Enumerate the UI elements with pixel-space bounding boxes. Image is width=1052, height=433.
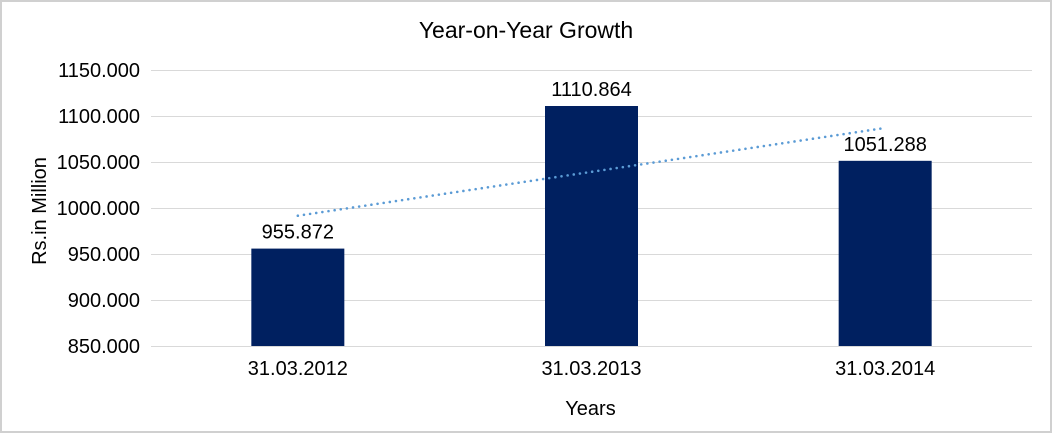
- y-tick-label: 1000.000: [57, 198, 140, 220]
- bar: [545, 106, 638, 346]
- y-tick-label: 1100.000: [58, 106, 140, 128]
- bar-data-label: 1110.864: [551, 79, 631, 101]
- y-tick-label: 1150.000: [58, 60, 140, 82]
- x-tick-label: 31.03.2013: [541, 358, 641, 380]
- bar: [251, 248, 345, 346]
- y-tick-label: 1050.000: [57, 152, 140, 174]
- bar: [838, 160, 932, 346]
- trendline: [296, 126, 887, 217]
- bar-data-label: 1051.288: [843, 134, 926, 156]
- x-axis-title: Years: [565, 398, 616, 420]
- y-tick-label: 900.000: [68, 290, 140, 312]
- x-tick-label: 31.03.2014: [835, 358, 935, 380]
- chart-title: Year-on-Year Growth: [418, 17, 634, 43]
- y-tick-label: 950.000: [68, 244, 140, 266]
- y-tick-label: 850.000: [68, 336, 140, 358]
- x-tick-label: 31.03.2012: [248, 358, 348, 380]
- bar-data-label: 955.872: [262, 222, 334, 244]
